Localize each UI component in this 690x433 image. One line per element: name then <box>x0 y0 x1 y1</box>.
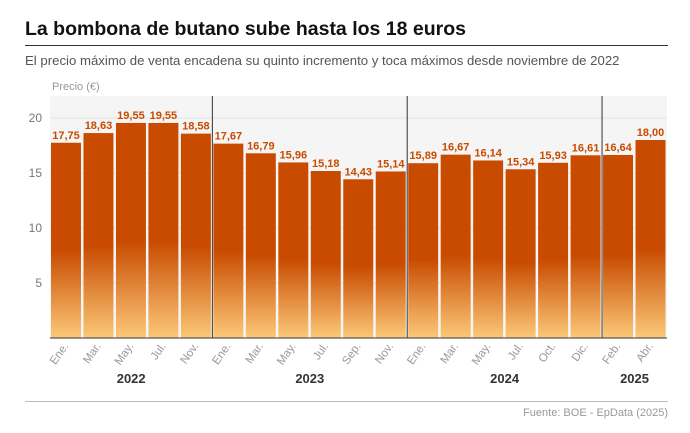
bar <box>148 122 179 338</box>
x-tick-label: Dic. <box>570 341 591 364</box>
x-tick-label: Mar. <box>81 341 104 366</box>
bar <box>440 154 471 338</box>
bar <box>213 143 244 338</box>
bar <box>115 122 146 338</box>
bar <box>603 154 634 338</box>
bar <box>570 155 601 338</box>
x-tick-label: Mar. <box>244 341 267 366</box>
data-label: 15,96 <box>280 149 308 161</box>
year-label-2023: 2023 <box>295 371 324 386</box>
x-tick-label: Ene. <box>210 341 233 367</box>
x-tick-label: Ene. <box>405 341 428 367</box>
data-label: 18,00 <box>637 127 665 139</box>
year-label-2025: 2025 <box>620 371 649 386</box>
x-tick-label: Jul. <box>311 341 331 363</box>
y-tick-label: 15 <box>29 166 43 180</box>
data-label: 16,79 <box>247 140 275 152</box>
bar <box>83 133 114 338</box>
bar <box>538 162 569 338</box>
x-tick-label: Oct. <box>537 341 559 365</box>
y-tick-label: 5 <box>35 276 42 290</box>
bar <box>505 169 536 338</box>
bar <box>343 179 374 338</box>
x-tick-label: Sep. <box>340 341 363 367</box>
data-label: 18,63 <box>85 120 113 132</box>
bar <box>473 160 504 338</box>
data-label: 15,89 <box>409 150 437 162</box>
data-label: 19,55 <box>117 110 145 122</box>
year-label-2024: 2024 <box>490 371 520 386</box>
x-tick-label: Mar. <box>438 341 461 366</box>
x-tick-label: Nov. <box>373 341 396 367</box>
x-tick-label: May. <box>470 341 494 368</box>
data-label: 15,14 <box>377 158 405 170</box>
bar <box>278 162 309 338</box>
data-label: 16,67 <box>442 142 470 154</box>
x-tick-label: Nov. <box>178 341 201 367</box>
data-label: 16,61 <box>572 142 600 154</box>
bar <box>375 171 406 338</box>
x-axis: Ene. Mar. May. Jul. Nov. Ene. Mar. May. Jul. Sep.… <box>48 341 656 368</box>
source-note: Fuente: BOE - EpData (2025) <box>523 407 668 419</box>
data-label: 18,58 <box>182 121 210 133</box>
x-tick-label: May. <box>275 341 299 368</box>
x-tick-label: Abr. <box>634 341 656 365</box>
data-label: 15,34 <box>507 156 535 168</box>
y-tick-label: 10 <box>29 221 43 235</box>
bar <box>180 133 211 338</box>
year-labels: 2022 2023 2024 2025 <box>117 371 649 386</box>
bar <box>310 171 341 338</box>
bars <box>51 122 666 338</box>
x-tick-label: Jul. <box>149 341 169 363</box>
data-label: 17,75 <box>52 130 80 142</box>
bar <box>51 142 81 338</box>
bar <box>635 140 666 338</box>
bar <box>408 163 439 338</box>
data-label: 19,55 <box>150 110 178 122</box>
y-tick-label: 20 <box>29 111 43 125</box>
x-tick-label: Jul. <box>506 341 526 363</box>
chart-title: La bombona de butano sube hasta los 18 e… <box>25 18 466 40</box>
footer-divider <box>25 401 668 402</box>
x-tick-label: Ene. <box>48 341 71 367</box>
data-label: 16,64 <box>604 142 632 154</box>
y-axis: 5 10 15 20 Precio (€) <box>29 81 100 290</box>
data-label: 17,67 <box>215 131 243 143</box>
x-tick-label: May. <box>113 341 137 368</box>
data-label: 15,93 <box>539 150 567 162</box>
year-label-2022: 2022 <box>117 371 146 386</box>
year-separators <box>211 96 603 338</box>
x-tick-label: Feb. <box>600 341 623 367</box>
chart-subtitle: El precio máximo de venta encadena su qu… <box>25 53 620 68</box>
y-axis-label: Precio (€) <box>52 81 100 93</box>
data-label: 15,18 <box>312 158 340 170</box>
title-divider <box>25 45 668 46</box>
data-label: 16,14 <box>474 147 502 159</box>
data-labels: 17,75 18,63 19,55 19,55 18,58 17,67 16,79 15,96… <box>52 110 664 178</box>
bar <box>245 153 276 338</box>
data-label: 14,43 <box>344 166 372 178</box>
